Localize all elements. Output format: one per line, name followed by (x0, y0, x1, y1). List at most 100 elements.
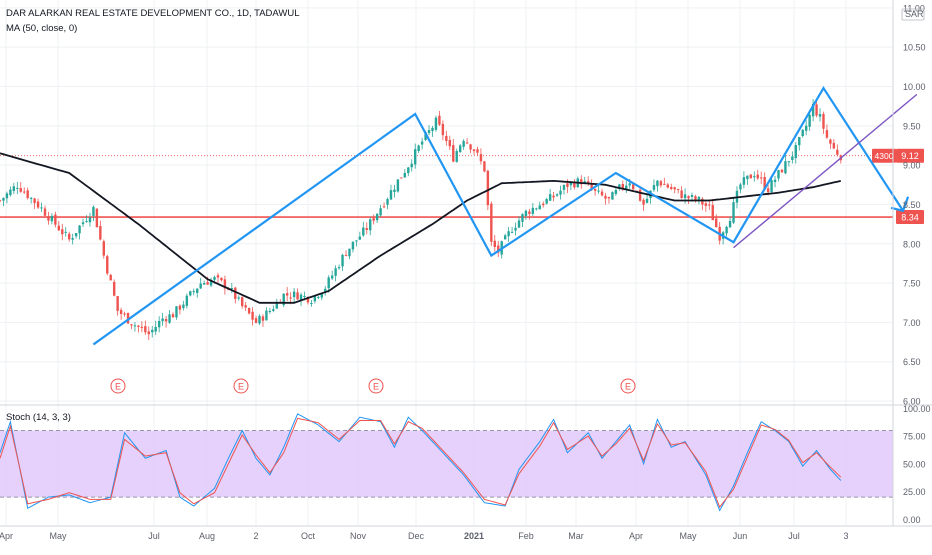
candle-body (85, 220, 88, 222)
candle-body (725, 226, 728, 234)
candle-body (836, 149, 839, 155)
candle-body (542, 203, 545, 206)
candle-body (324, 288, 327, 293)
chart-title: DAR ALARKAN REAL ESTATE DEVELOPMENT CO.,… (6, 8, 300, 19)
candle-body (36, 201, 40, 208)
candle-body (185, 295, 189, 306)
price-tick-label: 11.00 (903, 3, 925, 13)
candle-body (171, 314, 175, 318)
candle-body (697, 196, 701, 200)
candle-body (64, 231, 67, 233)
candle-body (562, 184, 566, 190)
time-tick-label: May (679, 531, 697, 541)
candle-body (254, 318, 258, 323)
candle-body (355, 240, 358, 242)
candle-body (123, 313, 126, 315)
candle-body (365, 228, 368, 230)
candle-body (787, 161, 791, 163)
candle-body (708, 204, 711, 206)
price-tick-label: 6.00 (903, 397, 921, 407)
candle-body (192, 291, 195, 293)
candle-body (161, 318, 164, 322)
candle-body (739, 184, 742, 190)
candle-body (472, 149, 476, 152)
candle-body (289, 297, 292, 299)
time-tick-label: 3 (843, 531, 848, 541)
price-tick-label: 6.50 (903, 357, 921, 367)
candle-body (531, 207, 535, 214)
candle-body (829, 139, 832, 144)
candle-body (566, 183, 569, 187)
candle-body (78, 225, 81, 234)
candle-body (372, 218, 375, 221)
candle-body (19, 188, 22, 192)
candle-body (801, 129, 804, 137)
volume-tag-label: 4300 (875, 151, 894, 161)
candle-body (670, 186, 673, 189)
candle-body (362, 227, 365, 236)
candle-body (683, 194, 687, 199)
candle-body (358, 236, 362, 240)
candle-body (493, 240, 496, 248)
support-line: 8.34 (0, 210, 924, 225)
candle-body (102, 241, 105, 256)
candle-body (106, 256, 109, 274)
candle-body (417, 145, 420, 152)
candle-body (521, 214, 524, 222)
candle-body (151, 329, 154, 333)
candle-body (230, 287, 234, 289)
candle-body (590, 184, 593, 190)
candle-body (638, 189, 642, 201)
candle-body (732, 202, 735, 223)
ma-indicator-label[interactable]: MA (50, close, 0) (6, 23, 78, 34)
stoch-indicator-label[interactable]: Stoch (14, 3, 3) (6, 412, 71, 423)
candle-body (746, 175, 749, 180)
candle-body (535, 208, 538, 210)
candle-body (327, 277, 330, 289)
candle-body (552, 195, 555, 198)
candle-body (5, 193, 9, 199)
candle-body (71, 238, 74, 240)
candle-body (434, 117, 438, 130)
candle-body (403, 172, 407, 178)
last-price-line: 4300 9.12 (0, 148, 924, 163)
candle-body (659, 181, 663, 186)
candle-body (798, 137, 801, 146)
candle-body (497, 245, 500, 253)
candle-body (600, 191, 604, 196)
candle-body (0, 200, 2, 202)
candle-body (396, 179, 400, 192)
candle-body (220, 277, 223, 281)
candle-body (618, 184, 621, 189)
candle-body (43, 208, 47, 216)
candle-body (275, 301, 278, 309)
candle-body (303, 295, 306, 297)
time-tick-label: Aug (199, 531, 215, 541)
candle-body (410, 163, 413, 168)
candle-body (216, 275, 220, 278)
candle-body (393, 189, 396, 193)
earnings-marker (620, 378, 636, 394)
candle-body (47, 216, 50, 221)
candle-body (711, 205, 714, 221)
candle-body (189, 291, 192, 296)
candle-body (213, 276, 216, 280)
candle-body (694, 196, 697, 200)
price-tick-label: 7.00 (903, 318, 921, 328)
candle-body (414, 149, 417, 165)
time-tick-label: Jul (148, 531, 160, 541)
candle-body (791, 156, 794, 160)
candle-body (760, 177, 763, 179)
candle-body (296, 292, 299, 300)
candle-body (175, 306, 178, 318)
candle-body (313, 295, 317, 302)
candle-body (126, 312, 130, 324)
candle-body (344, 255, 348, 257)
candle-body (483, 161, 486, 172)
candle-body (379, 208, 382, 216)
candle-body (375, 213, 379, 221)
candle-body (593, 188, 597, 191)
candle-body (604, 195, 607, 199)
